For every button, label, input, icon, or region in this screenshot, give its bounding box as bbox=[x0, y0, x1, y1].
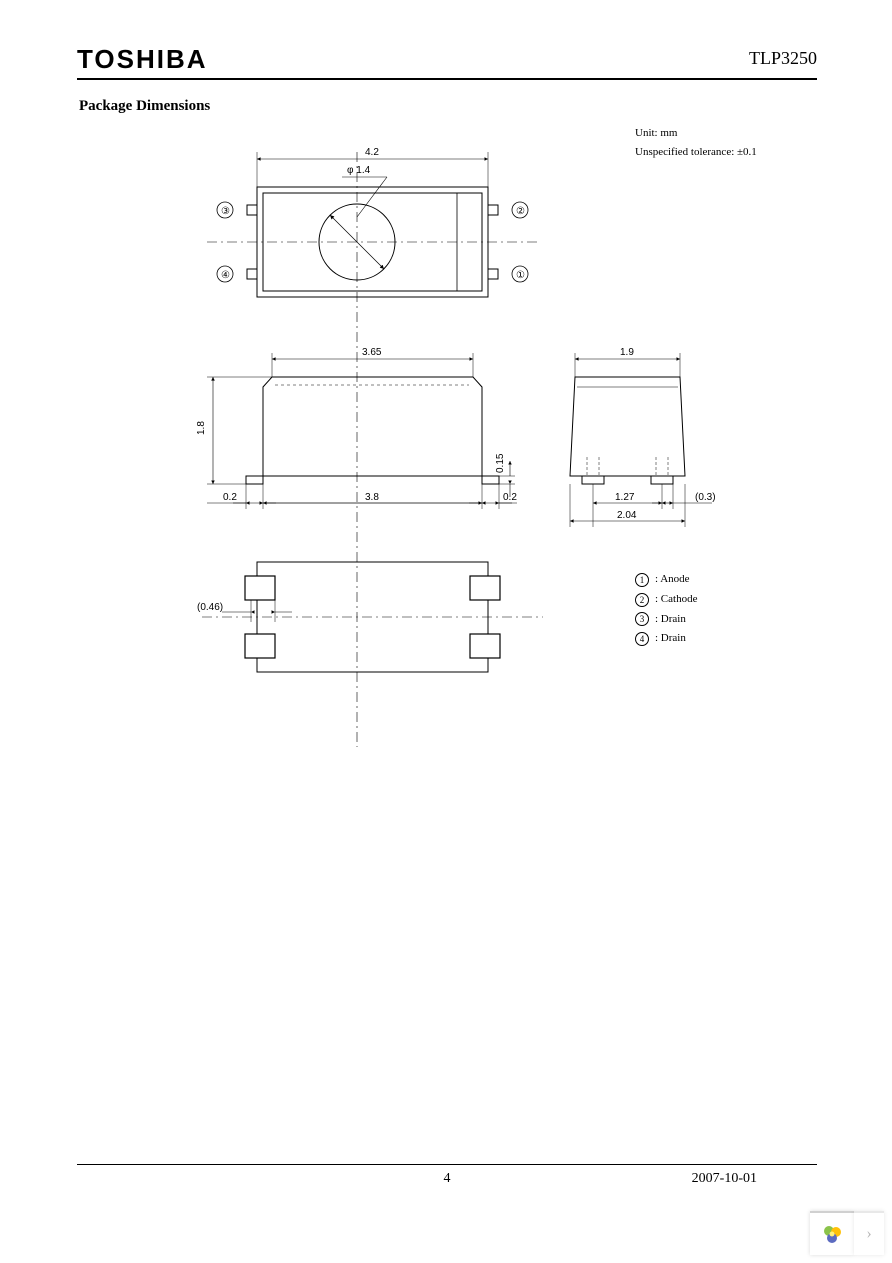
body-bottom: 3.8 bbox=[365, 492, 379, 503]
pin-3-icon: 3 bbox=[635, 612, 649, 626]
lead-right: 0.2 bbox=[503, 492, 517, 503]
side-view: 3.65 1.8 0.15 0.2 bbox=[196, 347, 517, 509]
pin-1-callout: ① bbox=[516, 270, 525, 281]
legend-row: 4 : Drain bbox=[635, 629, 697, 649]
end-view: 1.9 1.27 (0.3) 2.04 bbox=[570, 347, 716, 527]
page-header: TOSHIBA TLP3250 bbox=[77, 42, 817, 80]
pin-2-callout: ② bbox=[516, 206, 525, 217]
side-height: 1.8 bbox=[196, 421, 207, 435]
end-pad: (0.3) bbox=[695, 492, 716, 503]
part-number: TLP3250 bbox=[749, 48, 817, 69]
circle-dia-label: φ 1.4 bbox=[347, 165, 371, 176]
section-title: Package Dimensions bbox=[79, 98, 817, 115]
legend-row: 3 : Drain bbox=[635, 610, 697, 630]
pin-2-icon: 2 bbox=[635, 593, 649, 607]
pin-1-icon: 1 bbox=[635, 573, 649, 587]
chevron-right-icon: › bbox=[866, 1225, 871, 1243]
pin-4-callout: ④ bbox=[221, 270, 230, 281]
side-top-width: 3.65 bbox=[362, 347, 382, 358]
next-page-button[interactable]: › bbox=[854, 1211, 884, 1255]
end-top-width: 1.9 bbox=[620, 347, 634, 358]
viewer-logo-icon[interactable] bbox=[810, 1211, 854, 1255]
nav-widget: › bbox=[810, 1211, 884, 1255]
end-overall: 2.04 bbox=[617, 510, 637, 521]
pin-3-callout: ③ bbox=[221, 206, 230, 217]
foot-height: 0.15 bbox=[495, 453, 506, 473]
width-label: 4.2 bbox=[365, 147, 379, 158]
legend-row: 1 : Anode bbox=[635, 570, 697, 590]
unit-label: Unit: mm bbox=[635, 124, 757, 143]
lead-left: 0.2 bbox=[223, 492, 237, 503]
page-content: TOSHIBA TLP3250 Package Dimensions Unit:… bbox=[77, 42, 817, 1192]
page-footer: 4 2007-10-01 bbox=[77, 1164, 817, 1192]
brand-logo: TOSHIBA bbox=[77, 44, 208, 75]
pin-2-name: : Cathode bbox=[655, 590, 697, 610]
bottom-view: (0.46) bbox=[197, 562, 543, 672]
page-number: 4 bbox=[444, 1171, 451, 1187]
pad-width: (0.46) bbox=[197, 602, 223, 613]
end-pitch: 1.27 bbox=[615, 492, 635, 503]
footer-date: 2007-10-01 bbox=[692, 1171, 757, 1187]
package-drawing: φ 1.4 4.2 ③ ④ bbox=[187, 142, 807, 742]
pin-1-name: : Anode bbox=[655, 570, 690, 590]
pin-3-name: : Drain bbox=[655, 610, 686, 630]
pin-4-icon: 4 bbox=[635, 632, 649, 646]
pin-legend: 1 : Anode 2 : Cathode 3 : Drain 4 : Drai… bbox=[635, 570, 697, 649]
legend-row: 2 : Cathode bbox=[635, 590, 697, 610]
pin-4-name: : Drain bbox=[655, 629, 686, 649]
